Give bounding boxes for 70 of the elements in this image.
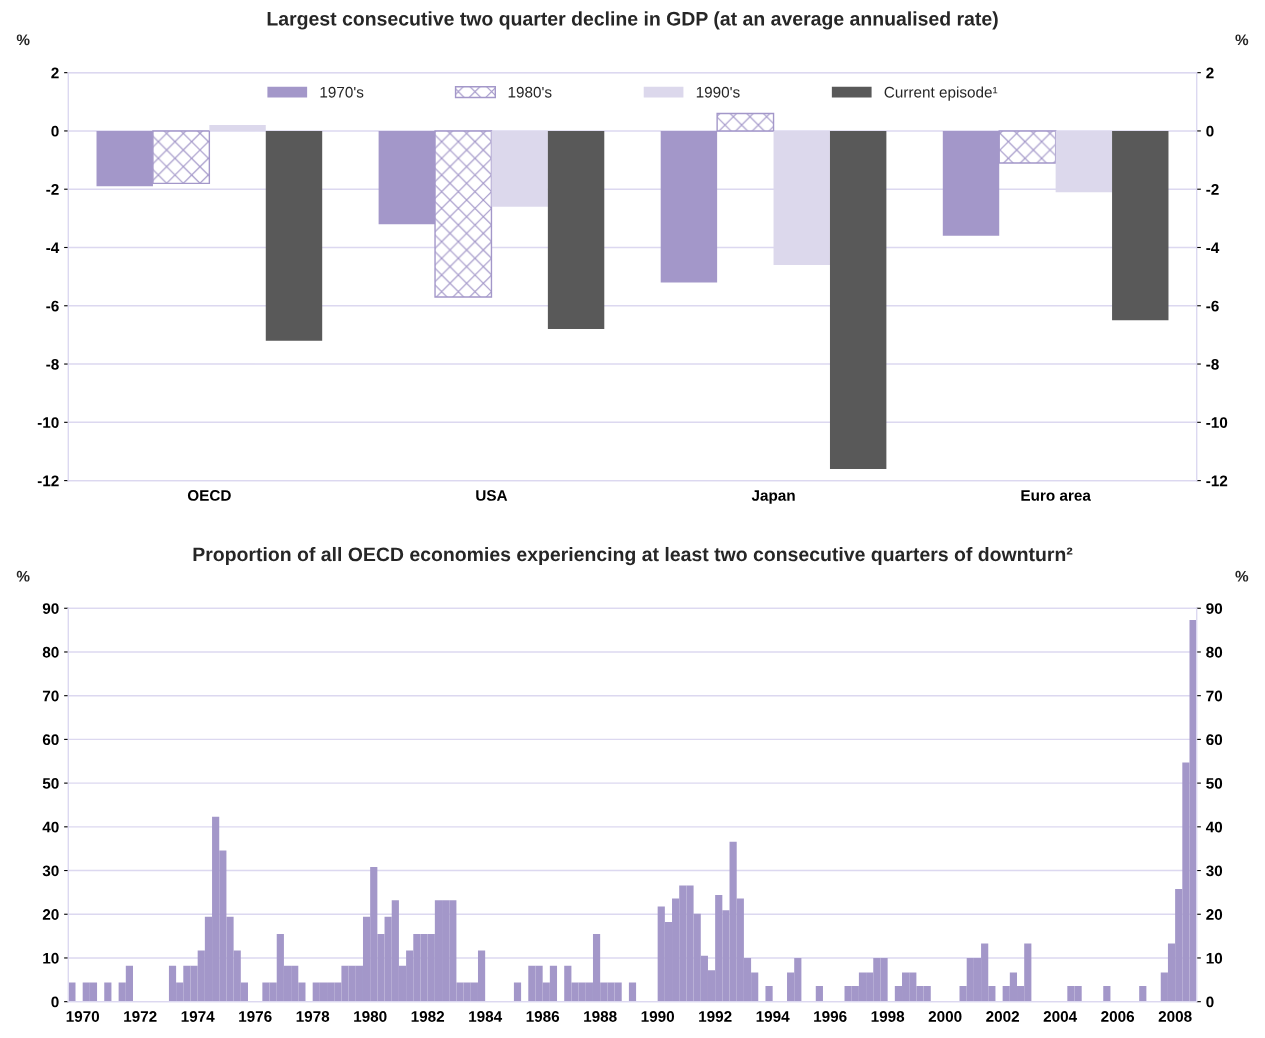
x-tick-label: 2000 — [928, 1011, 962, 1022]
y2-tick-label: -10 — [1206, 417, 1228, 428]
x-tick-label: 2008 — [1158, 1011, 1192, 1022]
y2-tick-label: -2 — [1206, 184, 1219, 195]
x-tick-label: 1996 — [814, 1011, 847, 1022]
y2-tick-label: 30 — [1206, 865, 1223, 877]
x-tick-label: 1978 — [296, 1011, 330, 1022]
y-tick-label: 40 — [42, 821, 59, 833]
x-tick-label: 1972 — [124, 1011, 157, 1022]
x-tick-label: 1998 — [871, 1011, 905, 1022]
y-axis-title: % — [16, 34, 30, 46]
x-tick-label: 1970 — [66, 1011, 100, 1022]
x-tick-label: 1976 — [239, 1011, 272, 1022]
y-axis-title: % — [16, 570, 30, 582]
legend-label: Current episode¹ — [884, 86, 998, 101]
x-tick-label: 1988 — [584, 1011, 617, 1022]
x-tick-label: 1982 — [411, 1011, 445, 1022]
y2-tick-label: 40 — [1205, 821, 1223, 833]
x-tick-label: 1980 — [354, 1011, 387, 1022]
y-tick-label: -6 — [46, 300, 59, 312]
y2-tick-label: 0 — [1206, 125, 1214, 137]
y-tick-label: 20 — [42, 909, 59, 920]
y2-tick-label: 20 — [1206, 909, 1223, 920]
x-tick-label: 1990 — [641, 1011, 675, 1022]
x-tick-label: 1986 — [526, 1011, 560, 1022]
x-tick-label: 2002 — [986, 1011, 1020, 1022]
y-tick-label: 30 — [42, 865, 59, 877]
y2-tick-label: 0 — [1206, 996, 1214, 1008]
y2-tick-label: 10 — [1206, 952, 1223, 964]
y2-axis-title: % — [1235, 34, 1249, 46]
legend-label: 1970's — [320, 86, 364, 98]
y-tick-label: 60 — [42, 734, 59, 746]
x-tick-label: USA — [476, 490, 508, 501]
y-tick-label: 90 — [42, 603, 59, 614]
y2-tick-label: -6 — [1206, 300, 1219, 312]
y-tick-label: 50 — [42, 777, 59, 789]
y-tick-label: 2 — [51, 67, 59, 79]
y2-tick-label: 2 — [1206, 67, 1214, 79]
y2-tick-label: -8 — [1206, 358, 1219, 370]
y-tick-label: -2 — [46, 184, 59, 195]
y-tick-label: -8 — [46, 358, 59, 370]
y-tick-label: 10 — [43, 952, 59, 964]
y-tick-label: -10 — [37, 417, 59, 428]
y2-tick-label: 60 — [1206, 734, 1223, 746]
x-tick-label: 1984 — [469, 1011, 503, 1022]
y-tick-label: 0 — [51, 125, 59, 137]
y2-tick-label: -4 — [1206, 242, 1220, 254]
chart-title: Proportion of all OECD economies experiencing at least two consecutive quarters of downturn² — [193, 546, 1073, 566]
chart-title: Largest consecutive two quarter decline in GDP (at an average annualised rate) — [267, 11, 998, 30]
y-tick-label: 70 — [42, 690, 59, 702]
x-tick-label: 2006 — [1101, 1011, 1135, 1022]
x-tick-label: 1994 — [756, 1011, 790, 1022]
y2-tick-label: 70 — [1206, 690, 1223, 702]
x-tick-label: 2004 — [1043, 1011, 1078, 1022]
x-tick-label: OECD — [187, 490, 231, 501]
y2-tick-label: 50 — [1206, 777, 1223, 789]
y-tick-label: 80 — [42, 646, 59, 658]
y-tick-label: 0 — [51, 996, 59, 1008]
x-tick-label: 1992 — [699, 1011, 732, 1022]
y-tick-label: -4 — [46, 242, 60, 254]
y2-tick-label: 90 — [1206, 603, 1223, 614]
y-tick-label: -12 — [37, 475, 59, 487]
x-tick-label: 1974 — [181, 1011, 215, 1022]
legend-label: 1980's — [508, 86, 552, 98]
y2-tick-label: -12 — [1206, 475, 1228, 487]
y2-tick-label: 80 — [1206, 646, 1223, 658]
y2-axis-title: % — [1235, 570, 1249, 582]
x-tick-label: Euro area — [1021, 490, 1091, 501]
x-tick-label: Japan — [751, 490, 795, 504]
legend-label: 1990's — [696, 86, 740, 98]
